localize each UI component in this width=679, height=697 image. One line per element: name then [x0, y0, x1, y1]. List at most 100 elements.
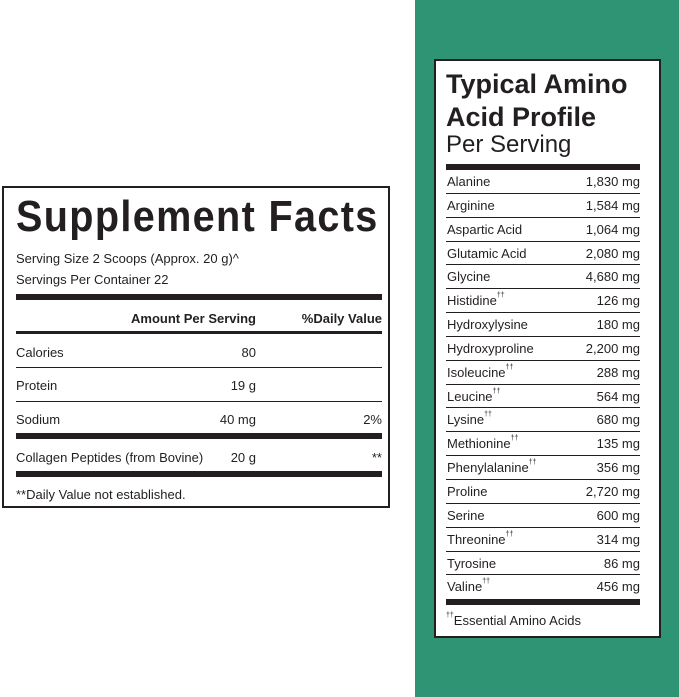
amino-acid-name-text: Leucine [447, 388, 493, 404]
amino-acid-row: Hydroxyproline 2,200 mg [446, 337, 640, 361]
servings-per-container: Servings Per Container 22 [16, 272, 169, 287]
amino-acid-name: Lysine†† [447, 411, 492, 428]
serving-size: Serving Size 2 Scoops (Approx. 20 g)^ [16, 251, 239, 266]
amino-acid-row: Tyrosine 86 mg [446, 552, 640, 576]
amino-acid-name-text: Tyrosine [447, 555, 497, 571]
thick-divider [446, 164, 640, 170]
amino-acid-row: Leucine†† 564 mg [446, 385, 640, 409]
amino-acid-name-text: Histidine [447, 293, 497, 309]
amino-acid-value: 2,080 mg [585, 245, 640, 261]
amino-acid-row: Proline 2,720 mg [446, 480, 640, 504]
amino-acid-name-text: Lysine [447, 412, 485, 428]
nutrient-dv: 2% [363, 412, 382, 427]
essential-mark: †† [492, 387, 501, 395]
amino-acid-value: 314 mg [596, 531, 640, 547]
amino-acid-name-text: Isoleucine [447, 364, 506, 380]
nutrient-dv: ** [371, 450, 382, 465]
amino-acid-name: Glycine [447, 269, 490, 284]
amino-acid-row: Methionine†† 135 mg [446, 432, 640, 457]
amino-acid-name-text: Methionine [447, 436, 511, 452]
amino-acid-value: 564 mg [596, 388, 640, 404]
facts-footnote: **Daily Value not established. [16, 487, 186, 502]
amino-acid-name: Hydroxyproline [447, 341, 534, 356]
amino-acid-value: 2,720 mg [585, 483, 640, 499]
amino-acid-row: Glutamic Acid 2,080 mg [446, 242, 640, 266]
amino-acid-value: 1,064 mg [585, 221, 640, 237]
nutrient-name: Calories [16, 345, 64, 360]
nutrient-amount: 40 mg [219, 412, 256, 427]
amino-acid-list: Alanine 1,830 mg Arginine 1,584 mg Aspartic … [446, 170, 640, 598]
amino-title-line2: Acid Profile [446, 102, 597, 132]
amino-acid-name: Serine [447, 508, 485, 523]
amount-header: Amount Per Serving [131, 311, 256, 326]
amino-acid-value: 2,200 mg [585, 340, 640, 356]
nutrient-amount: 20 g [230, 450, 256, 465]
amino-acid-value: 1,830 mg [585, 174, 640, 189]
amino-acid-name-text: Hydroxyproline [447, 340, 534, 356]
amino-acid-value: 135 mg [596, 436, 640, 452]
thin-divider [16, 401, 382, 402]
amino-acid-name: Aspartic Acid [447, 222, 522, 237]
amino-acid-value: 456 mg [596, 579, 640, 595]
nutrient-amount: 80 [241, 345, 256, 360]
essential-mark: †† [496, 292, 505, 300]
amino-acid-value: 4,680 mg [585, 269, 640, 285]
nutrient-amount: 19 g [230, 378, 256, 393]
amino-acid-row: Isoleucine†† 288 mg [446, 361, 640, 385]
supplement-facts-title: Supplement Facts [16, 192, 379, 241]
amino-acid-value: 288 mg [596, 364, 640, 380]
amino-acid-name: Threonine†† [447, 530, 514, 547]
amino-acid-row: Aspartic Acid 1,064 mg [446, 218, 640, 242]
amino-acid-name: Arginine [447, 198, 495, 213]
amino-acid-row: Arginine 1,584 mg [446, 194, 640, 218]
essential-mark: †† [505, 363, 514, 371]
amino-acid-row: Hydroxylysine 180 mg [446, 313, 640, 337]
essential-mark: †† [528, 459, 537, 467]
amino-acid-name: Alanine [447, 174, 490, 189]
amino-title-line1: Typical Amino [446, 69, 628, 99]
amino-acid-value: 356 mg [596, 460, 640, 476]
amino-acid-name: Proline [447, 484, 487, 499]
amino-acid-value: 126 mg [596, 293, 640, 309]
essential-mark: †† [510, 435, 519, 443]
daily-value-header: %Daily Value [301, 311, 382, 326]
thick-divider [16, 471, 382, 477]
amino-acid-value: 600 mg [596, 507, 640, 523]
amino-acid-name-text: Phenylalanine [447, 460, 529, 476]
amino-acid-name-text: Aspartic Acid [447, 221, 523, 237]
amino-acid-name: Valine†† [447, 578, 490, 595]
amino-acid-row: Histidine†† 126 mg [446, 289, 640, 314]
amino-acid-name: Glutamic Acid [447, 246, 526, 261]
amino-acid-value: 86 mg [603, 555, 640, 571]
amino-acid-name-text: Glycine [447, 269, 491, 285]
essential-mark: †† [446, 612, 454, 619]
amino-acid-name: Isoleucine†† [447, 363, 514, 380]
amino-acid-name-text: Hydroxylysine [447, 317, 528, 333]
amino-acid-row: Lysine†† 680 mg [446, 408, 640, 433]
amino-subtitle: Per Serving [446, 131, 572, 158]
amino-acid-name: Methionine†† [447, 435, 519, 452]
footnote-text: Essential Amino Acids [453, 613, 581, 628]
amino-acid-name-text: Threonine [447, 531, 506, 547]
essential-mark: †† [505, 530, 514, 538]
amino-acid-name-text: Serine [447, 507, 485, 523]
supplement-facts-panel: Supplement Facts Serving Size 2 Scoops (… [2, 186, 390, 508]
thick-divider [446, 599, 640, 605]
amino-acid-profile-panel: Typical Amino Acid Profile Per Serving A… [434, 59, 661, 638]
amino-acid-value: 680 mg [596, 412, 640, 428]
amino-acid-name-text: Arginine [447, 197, 495, 213]
amino-acid-name-text: Alanine [447, 174, 491, 189]
thick-divider [16, 433, 382, 439]
amino-acid-name-text: Glutamic Acid [447, 245, 527, 261]
amino-footnote: ††Essential Amino Acids [446, 612, 581, 628]
essential-mark: †† [482, 578, 490, 586]
nutrient-name: Collagen Peptides (from Bovine) [16, 450, 204, 465]
thin-divider [16, 367, 382, 368]
nutrient-name: Sodium [16, 412, 61, 427]
amino-acid-row: Glycine 4,680 mg [446, 265, 640, 290]
thick-divider [16, 294, 382, 300]
amino-acid-name: Tyrosine [447, 556, 496, 571]
medium-divider [16, 331, 382, 334]
amino-acid-name-text: Proline [447, 483, 488, 499]
amino-acid-name-text: Valine [447, 579, 483, 595]
